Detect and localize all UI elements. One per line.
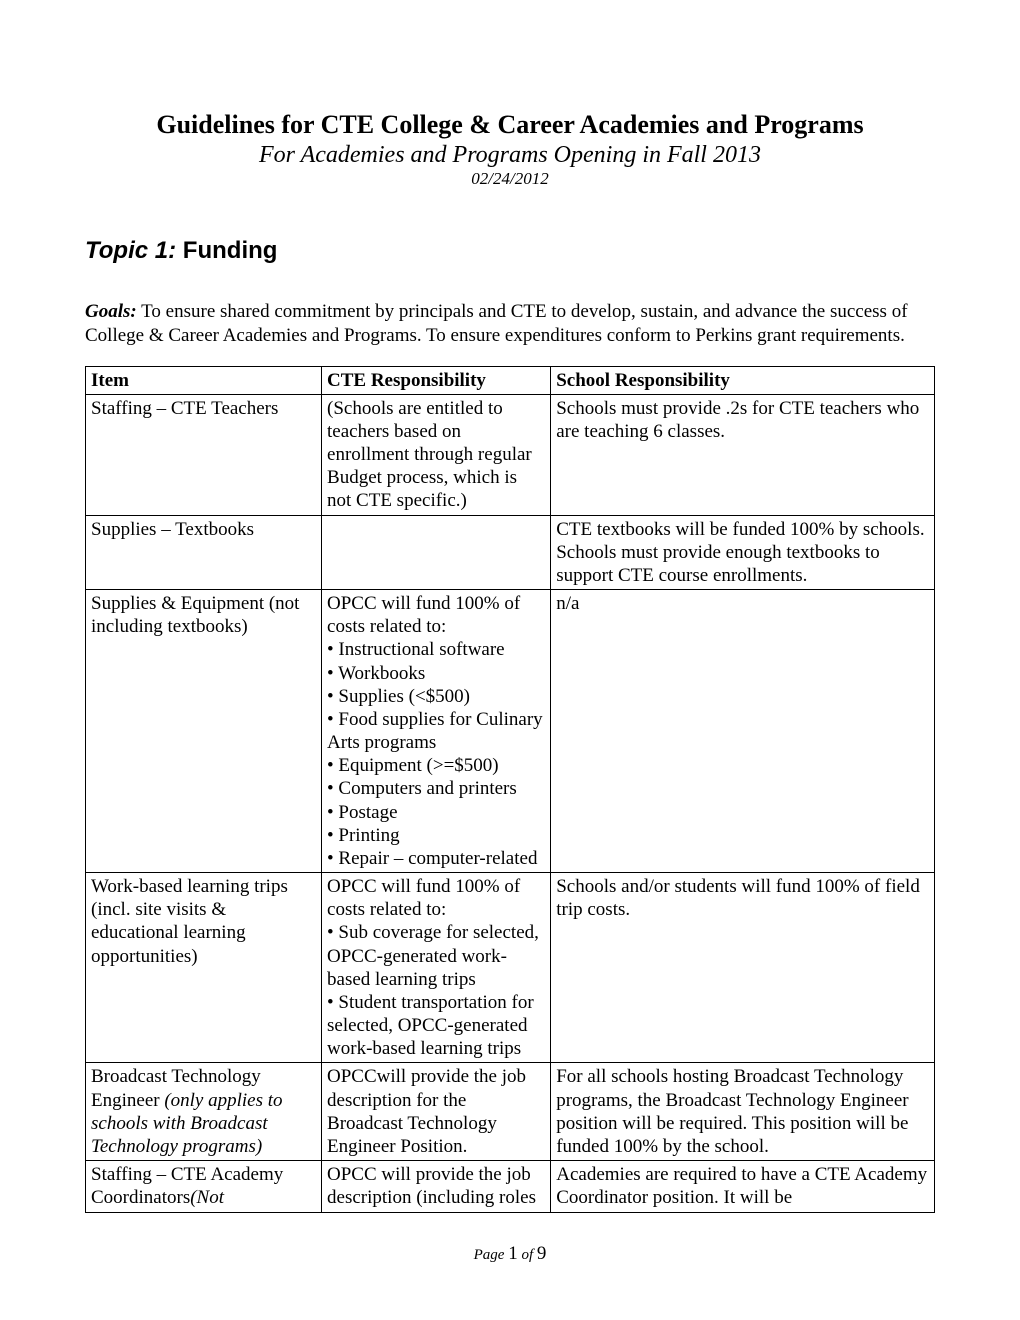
cell-item: Work-based learning trips (incl. site vi… bbox=[86, 873, 322, 1063]
cte-bullet: • Food supplies for Culinary Arts progra… bbox=[327, 709, 543, 753]
cell-school: For all schools hosting Broadcast Techno… bbox=[551, 1063, 935, 1161]
page: Guidelines for CTE College & Career Acad… bbox=[0, 0, 1020, 1320]
table-row: Staffing – CTE Academy Coordinators(Not … bbox=[86, 1161, 935, 1212]
table-row: Staffing – CTE Teachers (Schools are ent… bbox=[86, 394, 935, 515]
goals-paragraph: Goals: To ensure shared commitment by pr… bbox=[85, 300, 935, 348]
cell-school: n/a bbox=[551, 590, 935, 873]
table-header-row: Item CTE Responsibility School Responsib… bbox=[86, 366, 935, 394]
cell-school: Academies are required to have a CTE Aca… bbox=[551, 1161, 935, 1212]
cell-cte bbox=[322, 515, 551, 590]
topic-number: Topic 1: bbox=[85, 237, 176, 264]
cell-item: Supplies & Equipment (not including text… bbox=[86, 590, 322, 873]
cell-cte: OPCCwill provide the job description for… bbox=[322, 1063, 551, 1161]
cte-bullet: • Student transportation for selected, O… bbox=[327, 992, 534, 1059]
table-row: Broadcast Technology Engineer (only appl… bbox=[86, 1063, 935, 1161]
cell-item: Staffing – CTE Academy Coordinators(Not bbox=[86, 1161, 322, 1212]
cell-item: Staffing – CTE Teachers bbox=[86, 394, 322, 515]
col-header-school: School Responsibility bbox=[551, 366, 935, 394]
funding-table: Item CTE Responsibility School Responsib… bbox=[85, 366, 935, 1213]
cte-bullet: • Computers and printers bbox=[327, 778, 517, 799]
cell-cte: OPCC will fund 100% of costs related to:… bbox=[322, 590, 551, 873]
cell-cte: (Schools are entitled to teachers based … bbox=[322, 394, 551, 515]
cell-school: Schools must provide .2s for CTE teacher… bbox=[551, 394, 935, 515]
cte-bullet: • Printing bbox=[327, 825, 400, 846]
table-row: Work-based learning trips (incl. site vi… bbox=[86, 873, 935, 1063]
page-total: 9 bbox=[537, 1243, 547, 1264]
cte-bullet: • Workbooks bbox=[327, 663, 425, 684]
cte-bullet: • Instructional software bbox=[327, 639, 505, 660]
col-header-item: Item bbox=[86, 366, 322, 394]
table-row: Supplies & Equipment (not including text… bbox=[86, 590, 935, 873]
cell-cte: OPCC will provide the job description (i… bbox=[322, 1161, 551, 1212]
item-text: Staffing – CTE Academy Coordinators bbox=[91, 1164, 283, 1208]
cell-school: CTE textbooks will be funded 100% by sch… bbox=[551, 515, 935, 590]
cell-item: Broadcast Technology Engineer (only appl… bbox=[86, 1063, 322, 1161]
footer-mid: of bbox=[518, 1247, 537, 1263]
col-header-cte: CTE Responsibility bbox=[322, 366, 551, 394]
table-row: Supplies – Textbooks CTE textbooks will … bbox=[86, 515, 935, 590]
footer-prefix: Page bbox=[474, 1247, 509, 1263]
goals-text: To ensure shared commitment by principal… bbox=[85, 301, 908, 346]
cte-intro: OPCC will fund 100% of costs related to: bbox=[327, 876, 520, 920]
cte-bullet: • Supplies (<$500) bbox=[327, 686, 470, 707]
cell-item: Supplies – Textbooks bbox=[86, 515, 322, 590]
cte-bullet: • Equipment (>=$500) bbox=[327, 755, 499, 776]
cte-intro: OPCC will fund 100% of costs related to: bbox=[327, 593, 520, 637]
goals-label: Goals: bbox=[85, 301, 137, 322]
cte-bullet: • Sub coverage for selected, OPCC-genera… bbox=[327, 922, 539, 989]
document-title: Guidelines for CTE College & Career Acad… bbox=[85, 110, 935, 140]
cte-bullet: • Postage bbox=[327, 802, 398, 823]
page-footer: Page 1 of 9 bbox=[0, 1243, 1020, 1265]
item-qualifier: (Not bbox=[190, 1187, 224, 1208]
page-current: 1 bbox=[508, 1243, 518, 1264]
topic-name: Funding bbox=[183, 237, 278, 264]
topic-heading: Topic 1: Funding bbox=[85, 237, 935, 265]
cell-school: Schools and/or students will fund 100% o… bbox=[551, 873, 935, 1063]
document-subtitle: For Academies and Programs Opening in Fa… bbox=[85, 142, 935, 169]
document-date: 02/24/2012 bbox=[85, 169, 935, 189]
cte-bullet: • Repair – computer-related bbox=[327, 848, 537, 869]
cell-cte: OPCC will fund 100% of costs related to:… bbox=[322, 873, 551, 1063]
